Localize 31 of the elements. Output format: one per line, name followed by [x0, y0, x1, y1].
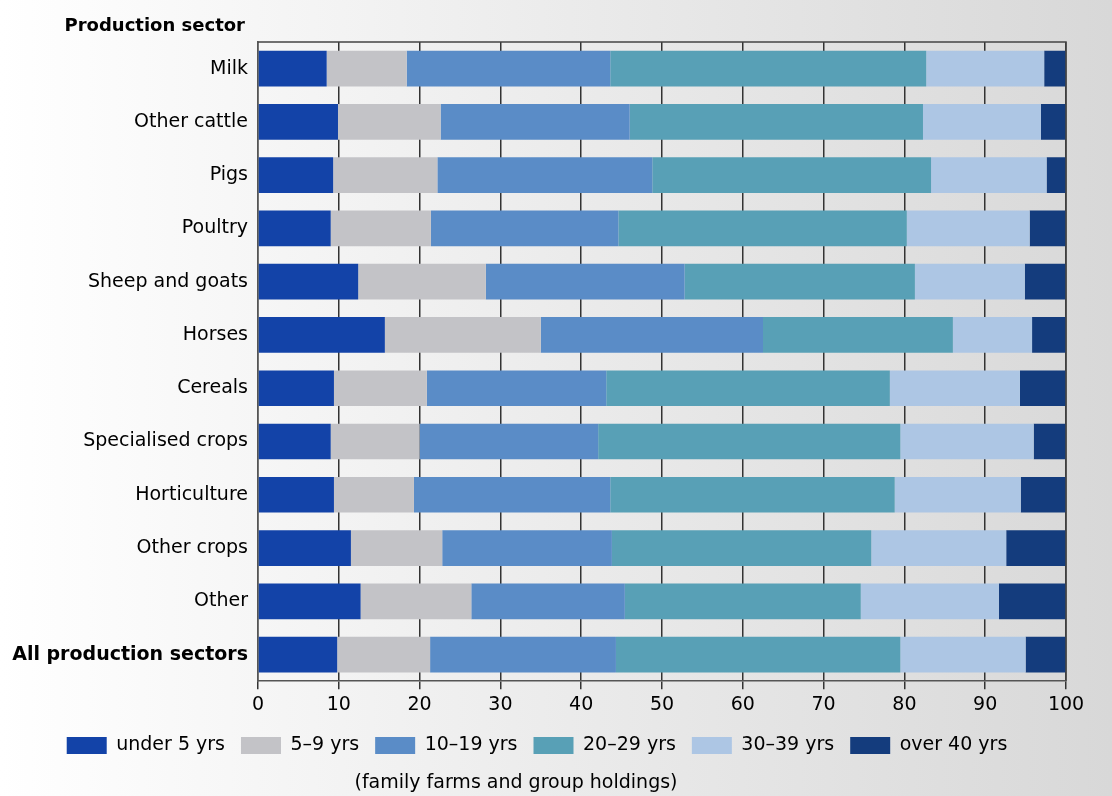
x-tick-label: 50: [649, 691, 675, 714]
legend-label: 20–29 yrs: [583, 732, 676, 755]
x-tick-label: 20: [407, 691, 432, 714]
y-tick-label: Cereals: [177, 375, 248, 398]
x-tick-label: 60: [730, 691, 755, 714]
x-tick-label: 0: [251, 691, 265, 714]
y-tick-label: All production sectors: [12, 641, 248, 664]
y-tick-label: Sheep and goats: [87, 268, 248, 291]
text: (family farms and group holdings): [353, 770, 679, 792]
legend-label: 30–39 yrs: [741, 732, 835, 755]
legend-label: 5–9 yrs: [290, 732, 360, 755]
y-tick-label: Other crops: [136, 534, 248, 557]
x-tick-label: 30: [488, 691, 513, 714]
x-tick-label: 70: [811, 691, 836, 714]
x-tick-label: 40: [569, 691, 594, 714]
y-tick-label: Pigs: [209, 162, 248, 185]
x-tick-label: 80: [892, 691, 917, 714]
legend-label: under 5 yrs: [116, 732, 225, 755]
legend-label: over 40 yrs: [899, 732, 1008, 755]
y-axis-title: Production sector: [64, 13, 246, 35]
x-tick-label: 10: [326, 691, 351, 714]
x-tick-label: 90: [973, 691, 998, 714]
y-tick-label: Poultry: [181, 215, 248, 238]
y-tick-label: Horticulture: [135, 481, 248, 504]
y-tick-label: Specialised crops: [83, 428, 248, 451]
y-tick-label: Horses: [182, 321, 248, 344]
y-tick-label: Milk: [210, 55, 248, 78]
legend-label: 10–19 yrs: [424, 732, 518, 755]
x-tick-label: 100: [1047, 691, 1085, 714]
y-tick-label: Other: [194, 588, 249, 611]
y-tick-label: Other cattle: [134, 108, 248, 131]
